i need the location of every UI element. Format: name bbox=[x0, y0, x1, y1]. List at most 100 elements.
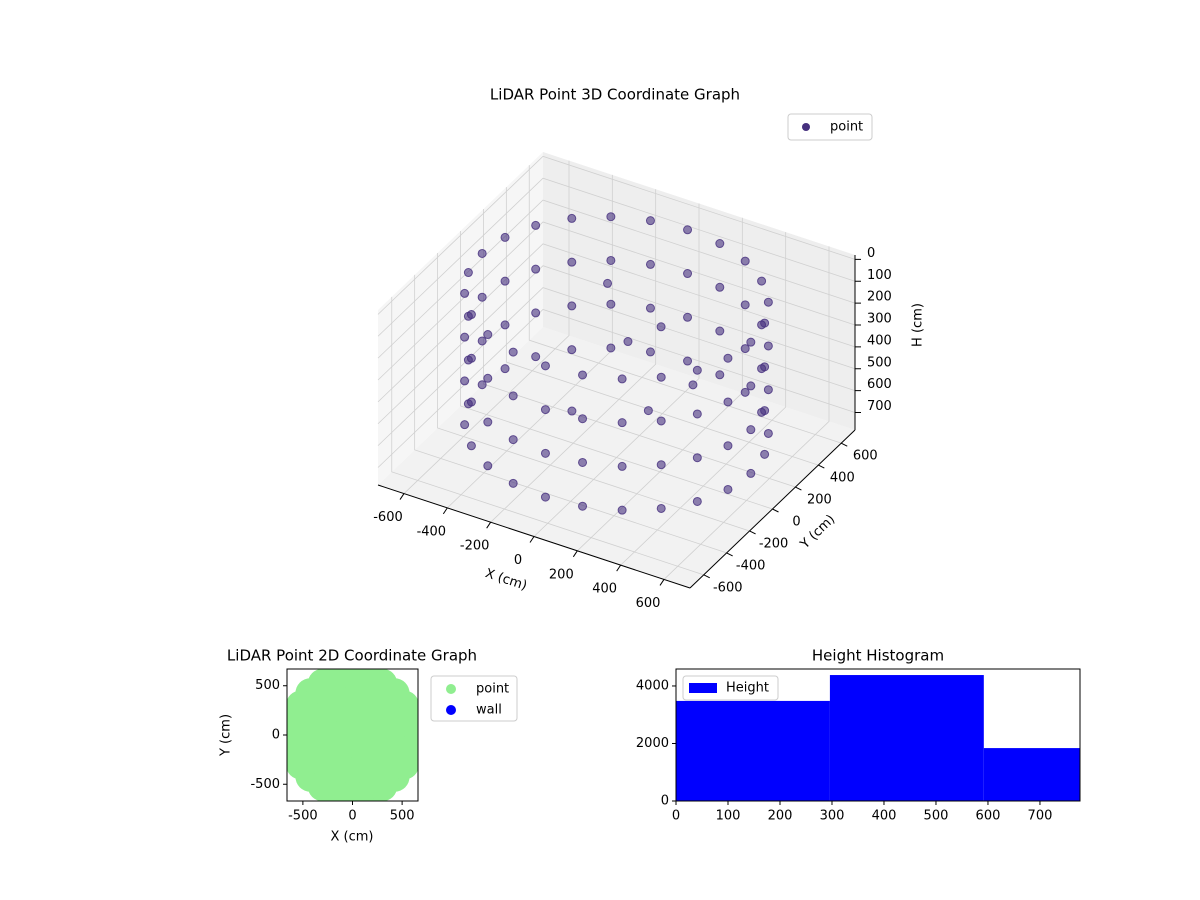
y-tick-label: 2000 bbox=[636, 736, 669, 751]
legend-label: point bbox=[476, 682, 509, 697]
y-tick-label: 0 bbox=[792, 515, 800, 530]
legend-marker bbox=[802, 123, 810, 131]
point bbox=[746, 337, 756, 347]
x-tick bbox=[442, 507, 448, 515]
bar bbox=[676, 700, 830, 801]
y-tick-label: 200 bbox=[807, 493, 832, 508]
point bbox=[715, 370, 725, 380]
z-tick-label: 0 bbox=[867, 246, 875, 261]
grid-line bbox=[490, 189, 657, 523]
point bbox=[645, 259, 655, 269]
x-tick-label: 200 bbox=[768, 809, 793, 824]
point bbox=[617, 374, 627, 384]
point bbox=[645, 216, 655, 226]
point bbox=[656, 372, 666, 382]
x-tick-label: 0 bbox=[348, 809, 356, 824]
point bbox=[500, 276, 510, 286]
grid-line bbox=[377, 221, 856, 381]
point bbox=[760, 449, 770, 459]
point bbox=[683, 356, 693, 366]
grid-line bbox=[377, 243, 856, 403]
x-tick bbox=[572, 550, 578, 558]
point bbox=[540, 492, 550, 502]
grid-line bbox=[377, 265, 856, 425]
x-tick-label: 0 bbox=[672, 809, 680, 824]
y-tick bbox=[841, 442, 848, 447]
point bbox=[463, 399, 473, 409]
point bbox=[483, 330, 493, 340]
point bbox=[463, 311, 473, 321]
x-tick-label: 500 bbox=[390, 809, 415, 824]
x-tick bbox=[659, 579, 665, 586]
x-tick-label: 0 bbox=[514, 553, 522, 568]
z-tick-label: 300 bbox=[867, 312, 892, 327]
x-tick-label: -400 bbox=[417, 524, 447, 539]
point bbox=[466, 441, 476, 451]
x-tick bbox=[616, 564, 622, 572]
point bbox=[623, 337, 633, 347]
bar bbox=[829, 675, 984, 801]
grid-line bbox=[663, 246, 830, 580]
point bbox=[567, 406, 577, 416]
point bbox=[723, 441, 733, 451]
point bbox=[578, 370, 588, 380]
x-tick-label: -500 bbox=[288, 809, 318, 824]
legend: point wall bbox=[430, 675, 518, 722]
point bbox=[500, 232, 510, 242]
point bbox=[740, 256, 750, 266]
point bbox=[460, 332, 470, 342]
point bbox=[617, 505, 627, 515]
point bbox=[477, 292, 487, 302]
x-tick-label: 300 bbox=[820, 809, 845, 824]
point bbox=[508, 435, 518, 445]
x-axis-line bbox=[377, 484, 691, 589]
point bbox=[531, 308, 541, 318]
x-tick-label: 400 bbox=[872, 809, 897, 824]
legend-frame bbox=[682, 675, 779, 701]
point bbox=[603, 278, 613, 288]
point bbox=[715, 239, 725, 249]
point bbox=[763, 385, 773, 395]
y-tick-label: 4000 bbox=[636, 678, 669, 693]
grid-line bbox=[437, 252, 750, 532]
point bbox=[483, 417, 493, 427]
z-tick-label: 400 bbox=[867, 333, 892, 348]
x-tick-label: 400 bbox=[592, 582, 617, 597]
point bbox=[483, 461, 493, 471]
point bbox=[460, 376, 470, 386]
point bbox=[460, 288, 470, 298]
point bbox=[567, 301, 577, 311]
plot-area bbox=[676, 675, 1080, 801]
point bbox=[606, 212, 616, 222]
point bbox=[606, 343, 616, 353]
point bbox=[567, 345, 577, 355]
plot-area bbox=[287, 669, 418, 801]
legend: Height bbox=[682, 675, 779, 701]
x-axis-label: X (cm) bbox=[331, 830, 374, 845]
point bbox=[656, 503, 666, 513]
point bbox=[531, 352, 541, 362]
y-tick-label: -500 bbox=[250, 777, 280, 792]
legend-marker bbox=[446, 684, 456, 694]
grid-line bbox=[460, 231, 773, 510]
point bbox=[540, 448, 550, 458]
point bbox=[508, 347, 518, 357]
point bbox=[477, 248, 487, 258]
z-tick-label: 600 bbox=[867, 377, 892, 392]
point bbox=[723, 484, 733, 494]
x-tick bbox=[486, 521, 492, 529]
point bbox=[617, 461, 627, 471]
grid-line bbox=[620, 232, 787, 566]
point bbox=[740, 344, 750, 354]
axes-frame bbox=[675, 668, 1081, 802]
point bbox=[656, 322, 666, 332]
point bbox=[763, 428, 773, 438]
point bbox=[395, 735, 418, 766]
legend-marker bbox=[446, 705, 456, 715]
y-tick-label: 0 bbox=[272, 728, 280, 743]
point bbox=[740, 300, 750, 310]
point bbox=[746, 381, 756, 391]
z-tick-label: 700 bbox=[867, 399, 892, 414]
